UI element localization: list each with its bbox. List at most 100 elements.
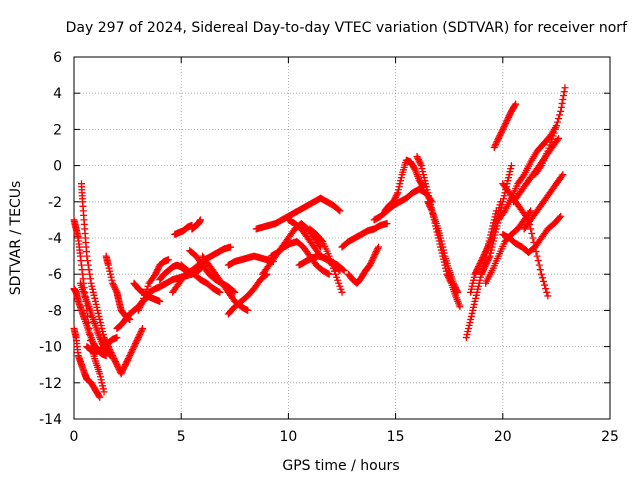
data-point <box>111 284 119 292</box>
data-point <box>547 138 555 146</box>
data-series <box>224 252 277 269</box>
data-point <box>337 285 345 293</box>
data-point <box>479 267 487 275</box>
data-point <box>450 281 458 289</box>
data-point <box>488 243 496 251</box>
data-point <box>333 273 341 281</box>
data-point <box>477 257 485 265</box>
data-series <box>177 261 224 296</box>
y-tick-label: -10 <box>39 340 62 356</box>
data-point <box>469 306 477 314</box>
data-point <box>318 236 326 244</box>
data-point <box>109 353 117 361</box>
data-point <box>154 264 162 272</box>
data-point <box>119 367 127 375</box>
data-point <box>475 279 483 287</box>
data-point <box>533 252 541 260</box>
data-point <box>498 127 506 135</box>
data-point <box>154 266 162 274</box>
data-point <box>558 99 566 107</box>
data-point <box>140 294 148 302</box>
data-point <box>490 144 498 151</box>
data-series <box>531 84 569 179</box>
data-point <box>372 249 380 257</box>
data-series <box>188 216 204 233</box>
data-point <box>472 267 480 275</box>
data-point <box>196 216 204 224</box>
data-point <box>397 177 405 185</box>
data-point <box>424 198 432 206</box>
data-point <box>127 349 135 357</box>
data-point <box>439 243 447 251</box>
data-point <box>393 190 401 198</box>
data-point <box>537 270 545 278</box>
data-point <box>130 343 138 351</box>
data-point <box>86 270 94 278</box>
data-point <box>369 254 377 262</box>
data-point <box>467 315 475 323</box>
data-point <box>368 257 376 265</box>
data-point <box>135 332 143 340</box>
data-point <box>104 261 112 269</box>
data-point <box>456 303 464 311</box>
data-point <box>540 277 548 285</box>
data-point <box>546 141 554 149</box>
data-point <box>86 275 94 283</box>
data-point <box>555 134 563 142</box>
data-point <box>553 136 561 144</box>
data-point <box>105 344 113 352</box>
data-point <box>473 266 481 274</box>
data-point <box>108 350 116 358</box>
x-axis-label: GPS time / hours <box>282 458 399 474</box>
data-point <box>113 361 121 369</box>
data-point <box>482 260 490 268</box>
data-point <box>136 329 144 337</box>
y-tick-label: -12 <box>39 376 62 392</box>
data-point <box>556 213 564 221</box>
data-point <box>244 306 252 314</box>
data-point <box>495 133 503 141</box>
y-axis-label: SDTVAR / TECUs <box>8 181 24 296</box>
data-point <box>425 195 433 203</box>
data-point <box>111 358 119 366</box>
data-point <box>492 225 500 233</box>
data-point <box>511 101 519 109</box>
data-point <box>462 334 470 342</box>
data-point <box>544 292 552 300</box>
data-point <box>338 288 346 296</box>
data-point <box>152 269 160 277</box>
data-point <box>394 186 402 194</box>
data-point <box>108 276 116 284</box>
data-point <box>480 251 488 259</box>
data-point <box>370 252 378 260</box>
data-point <box>418 165 426 173</box>
data-point <box>138 299 146 307</box>
data-point <box>491 142 499 150</box>
data-point <box>497 128 505 136</box>
data-point <box>536 266 544 274</box>
data-point <box>503 116 511 124</box>
data-point <box>138 326 146 334</box>
data-point <box>425 201 433 209</box>
data-point <box>471 297 479 305</box>
data-point <box>477 258 485 266</box>
data-series <box>510 134 563 206</box>
data-point <box>504 115 512 123</box>
data-point <box>526 208 534 216</box>
data-point <box>481 263 489 271</box>
data-point <box>555 115 563 123</box>
data-point <box>110 282 118 290</box>
data-point <box>474 285 482 293</box>
y-tick-label: 2 <box>53 122 62 138</box>
data-point <box>107 349 115 357</box>
data-point <box>332 270 340 278</box>
data-points <box>70 84 569 401</box>
x-tick-label: 25 <box>601 429 619 445</box>
data-point <box>134 335 142 343</box>
data-point <box>480 266 488 274</box>
data-point <box>83 252 91 260</box>
data-point <box>500 192 508 200</box>
data-point <box>394 189 402 197</box>
data-point <box>552 122 560 130</box>
data-point <box>112 359 120 367</box>
